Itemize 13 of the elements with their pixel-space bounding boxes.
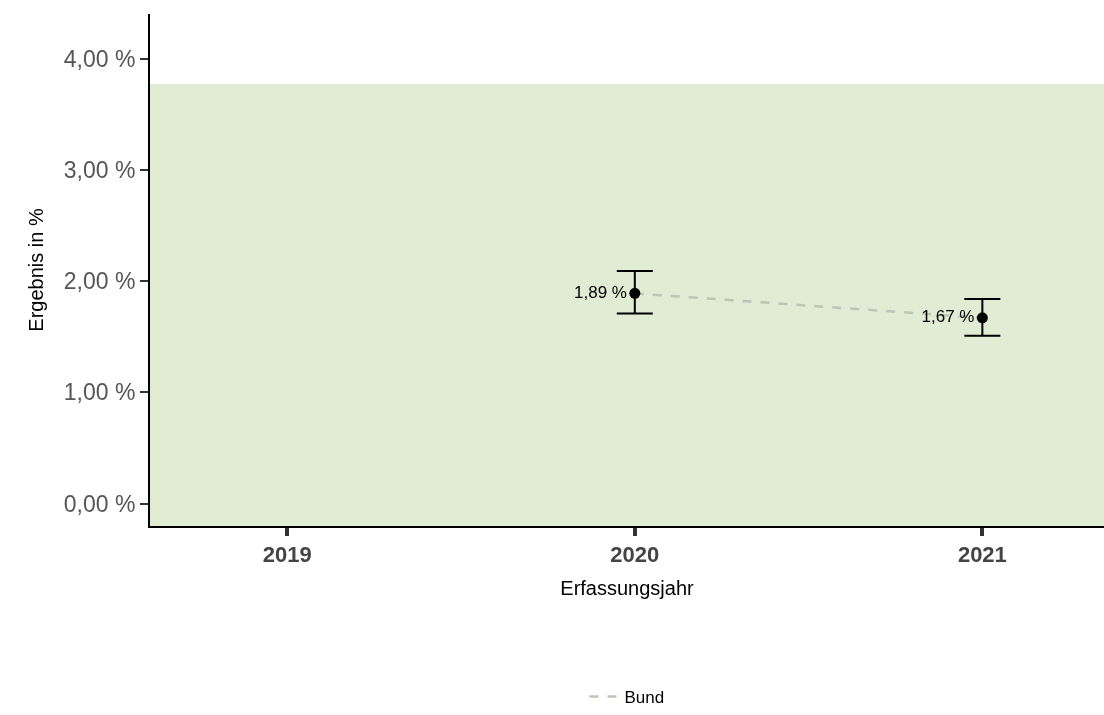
data-label: 1,89 % (574, 282, 627, 302)
y-tick-label: 2,00 % (63, 268, 136, 295)
x-tick-label: 2021 (957, 542, 1007, 568)
data-label: 1,67 % (921, 307, 975, 327)
x-tick-label: 2019 (262, 542, 312, 568)
y-tick-label: 0,00 % (63, 490, 136, 517)
y-tick-label: 4,00 % (63, 45, 136, 72)
x-tick-label: 2020 (610, 542, 660, 568)
y-axis-title: Ergebnis in % (24, 208, 47, 332)
x-axis-title: Erfassungsjahr (560, 577, 695, 600)
y-tick-label: 1,00 % (63, 379, 136, 406)
y-tick-label: 3,00 % (63, 156, 136, 183)
legend-label: Bund (624, 688, 665, 708)
